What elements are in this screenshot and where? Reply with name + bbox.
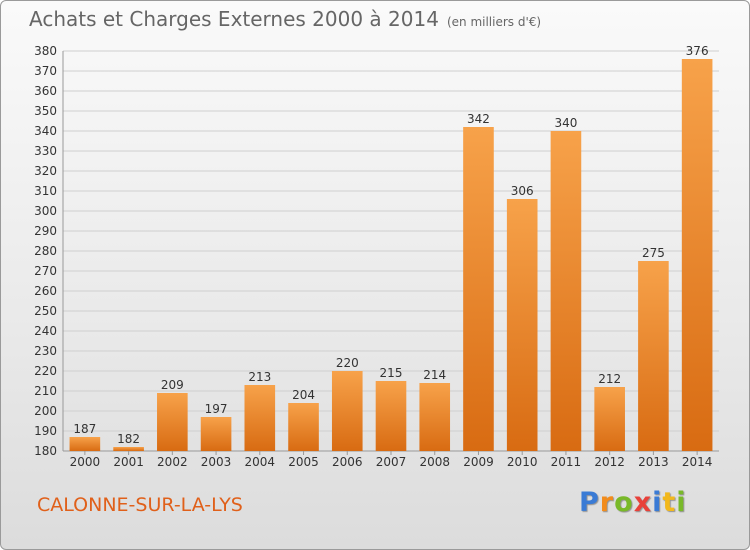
logo-letter: i bbox=[652, 487, 663, 518]
bar bbox=[638, 261, 669, 451]
bar-value-label: 342 bbox=[467, 112, 490, 126]
chart-title-text: Achats et Charges Externes 2000 à 2014 bbox=[29, 7, 439, 31]
bar bbox=[594, 387, 625, 451]
x-tick-label: 2008 bbox=[419, 455, 450, 469]
bar-value-label: 212 bbox=[598, 372, 621, 386]
bar bbox=[375, 381, 407, 451]
x-axis-ticks: 2000 2001 2002 2003 2004 2005 2006 2007 2008 2009… bbox=[70, 451, 713, 469]
x-tick-label: 2005 bbox=[288, 455, 319, 469]
bar-value-label: 209 bbox=[161, 378, 184, 392]
y-axis-ticks: 180 190 200 210 220 230 240 250 260 270 280 290 300 3… bbox=[34, 44, 57, 458]
bar bbox=[200, 417, 232, 451]
bar-value-label: 215 bbox=[380, 366, 403, 380]
bar-value-label: 197 bbox=[205, 402, 228, 416]
location-name: CALONNE-SUR-LA-LYS bbox=[37, 494, 243, 516]
logo-letter: P bbox=[579, 487, 600, 518]
x-tick-label: 2013 bbox=[638, 455, 669, 469]
x-tick-label: 2010 bbox=[507, 455, 538, 469]
bar bbox=[550, 131, 582, 451]
y-tick-label: 380 bbox=[34, 44, 57, 58]
bar-value-label: 214 bbox=[423, 368, 446, 382]
y-tick-label: 230 bbox=[34, 344, 57, 358]
bar bbox=[113, 447, 144, 451]
bar bbox=[244, 385, 276, 451]
y-tick-label: 200 bbox=[34, 404, 57, 418]
bar-value-label: 376 bbox=[686, 44, 709, 58]
y-tick-label: 250 bbox=[34, 304, 57, 318]
logo-letter: i bbox=[676, 487, 687, 518]
x-tick-label: 2002 bbox=[157, 455, 188, 469]
x-tick-label: 2009 bbox=[463, 455, 494, 469]
chart-title: Achats et Charges Externes 2000 à 2014 (e… bbox=[29, 7, 541, 31]
x-tick-label: 2000 bbox=[70, 455, 101, 469]
x-tick-label: 2012 bbox=[594, 455, 625, 469]
proxiti-logo: Proxiti bbox=[579, 487, 687, 518]
bar bbox=[331, 371, 363, 451]
x-tick-label: 2014 bbox=[682, 455, 713, 469]
x-tick-label: 2006 bbox=[332, 455, 363, 469]
chart-unit: (en milliers d'€) bbox=[446, 15, 542, 29]
y-tick-label: 350 bbox=[34, 104, 57, 118]
y-tick-label: 180 bbox=[34, 444, 57, 458]
y-tick-label: 240 bbox=[34, 324, 57, 338]
y-tick-label: 280 bbox=[34, 244, 57, 258]
bar bbox=[288, 403, 319, 451]
logo-letter: x bbox=[633, 487, 653, 518]
bars bbox=[69, 59, 713, 451]
y-tick-label: 370 bbox=[34, 64, 57, 78]
bar bbox=[506, 199, 538, 451]
y-tick-label: 340 bbox=[34, 124, 57, 138]
bar bbox=[463, 127, 494, 451]
bar bbox=[681, 59, 713, 451]
bar bbox=[419, 383, 451, 451]
bar bbox=[157, 393, 188, 451]
bar-value-label: 187 bbox=[73, 422, 96, 436]
x-tick-label: 2001 bbox=[113, 455, 144, 469]
y-tick-label: 300 bbox=[34, 204, 57, 218]
x-tick-label: 2004 bbox=[245, 455, 276, 469]
logo-letter: t bbox=[662, 487, 677, 518]
bar-value-label: 306 bbox=[511, 184, 534, 198]
bar-value-label: 275 bbox=[642, 246, 665, 260]
bar bbox=[69, 437, 101, 451]
bar-value-label: 213 bbox=[248, 370, 271, 384]
y-tick-label: 320 bbox=[34, 164, 57, 178]
bar-value-label: 204 bbox=[292, 388, 315, 402]
y-tick-label: 210 bbox=[34, 384, 57, 398]
y-tick-label: 190 bbox=[34, 424, 57, 438]
y-tick-label: 330 bbox=[34, 144, 57, 158]
y-tick-label: 220 bbox=[34, 364, 57, 378]
bar-value-label: 182 bbox=[117, 432, 140, 446]
y-tick-label: 310 bbox=[34, 184, 57, 198]
logo-letter: o bbox=[614, 487, 634, 518]
logo-letter: r bbox=[599, 487, 615, 518]
x-tick-label: 2011 bbox=[551, 455, 582, 469]
bar-value-label: 220 bbox=[336, 356, 359, 370]
y-tick-label: 270 bbox=[34, 264, 57, 278]
y-tick-label: 360 bbox=[34, 84, 57, 98]
y-tick-label: 260 bbox=[34, 284, 57, 298]
x-tick-label: 2007 bbox=[376, 455, 407, 469]
y-tick-label: 290 bbox=[34, 224, 57, 238]
bar-labels: 187 182 209 197 213 204 220 215 214 342 306 340 212 2… bbox=[73, 44, 708, 446]
bar-value-label: 340 bbox=[554, 116, 577, 130]
x-tick-label: 2003 bbox=[201, 455, 232, 469]
